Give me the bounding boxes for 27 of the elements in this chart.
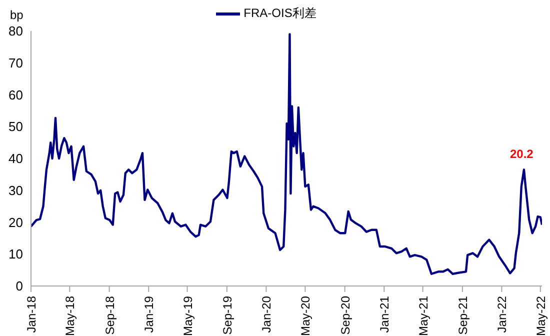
y-tick-label: 50	[8, 119, 23, 134]
x-tick-label: Sep-21	[456, 296, 470, 335]
y-tick-label: 20	[8, 214, 23, 230]
x-tick-label: Jan-22	[495, 296, 510, 333]
annotation: 20.2	[510, 147, 534, 161]
x-tick-label: Jan-20	[260, 296, 274, 333]
y-tick-label: 70	[8, 55, 23, 70]
x-tick-label: May-22	[534, 296, 548, 336]
y-tick-label: 30	[8, 182, 23, 198]
x-tick-label: May-18	[63, 296, 78, 336]
y-tick-label: 60	[8, 87, 23, 102]
x-tick-label: May-19	[180, 296, 195, 336]
y-tick-label: 10	[8, 246, 23, 262]
x-tick-label: Sep-18	[102, 296, 117, 335]
x-tick-label: Sep-19	[220, 296, 234, 335]
y-axis-title: bp	[10, 8, 24, 22]
line-series	[31, 33, 542, 275]
x-tick-label: May-20	[298, 296, 313, 336]
x-tick-label: Jan-21	[378, 296, 392, 333]
y-tick-label: 0	[16, 278, 23, 294]
x-tick-label: May-21	[416, 296, 430, 336]
y-tick-label: 40	[8, 151, 23, 166]
x-tick-label: Sep-20	[338, 296, 352, 335]
x-tick-label: Jan-19	[142, 296, 156, 333]
y-tick-label: 80	[8, 24, 23, 39]
x-tick-label: Jan-18	[24, 296, 39, 333]
legend-label: FRA-OIS利差	[244, 6, 316, 20]
